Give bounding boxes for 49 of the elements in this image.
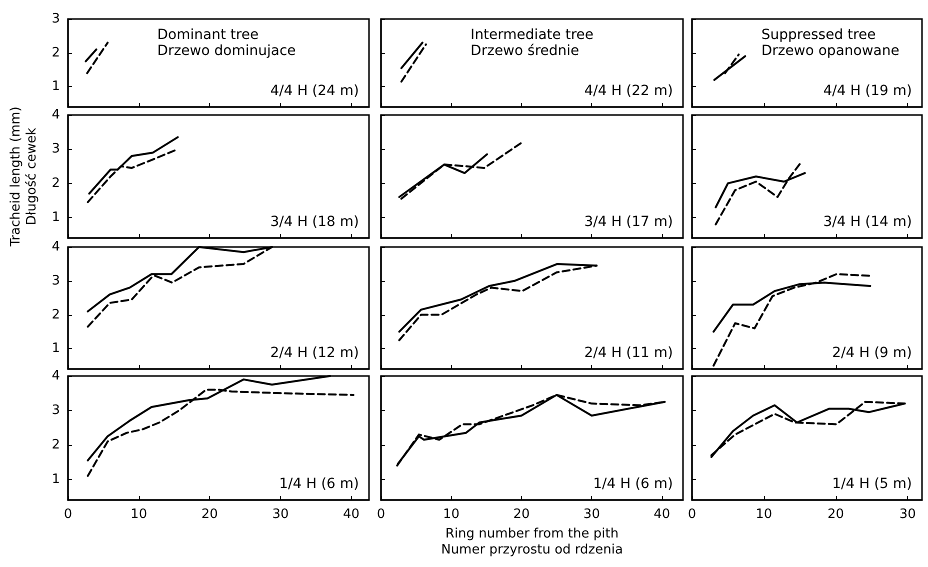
x-tick-label: 10 bbox=[756, 507, 772, 522]
x-tick-label: 0 bbox=[64, 507, 72, 522]
text: Drzewo opanowane bbox=[761, 43, 900, 59]
text: Suppressed tree bbox=[761, 27, 876, 43]
annotation: 1/4 H (6 m) bbox=[593, 476, 674, 492]
y-tick-label: 2 bbox=[52, 176, 60, 191]
y-tick-label: 4 bbox=[52, 240, 60, 254]
y-tick-label: 3 bbox=[52, 402, 60, 418]
x-tick-label: 10 bbox=[130, 507, 148, 522]
y-tick-label: 3 bbox=[52, 12, 60, 26]
x-tick-label: 30 bbox=[899, 507, 916, 522]
y-axis-title: Tracheid length (mm) Długość cewek bbox=[8, 106, 40, 248]
annotation: 4/4 H (22 m) bbox=[584, 83, 674, 99]
x-tick-label: 0 bbox=[688, 507, 696, 522]
y-tick-label: 1 bbox=[52, 341, 60, 356]
text: Dominant tree bbox=[157, 27, 259, 43]
y-tick-label: 1 bbox=[52, 210, 60, 225]
x-tick-label: 20 bbox=[827, 507, 844, 522]
annotation: 2/4 H (9 m) bbox=[832, 345, 912, 361]
annotation: 3/4 H (14 m) bbox=[823, 214, 912, 230]
y-tick-label: 1 bbox=[52, 79, 60, 94]
y-tick-label: 4 bbox=[52, 368, 60, 384]
x-tick-label: 30 bbox=[583, 507, 600, 522]
y-tick-label: 3 bbox=[52, 273, 60, 288]
annotation: 3/4 H (17 m) bbox=[584, 214, 674, 230]
annotation: 1/4 H (6 m) bbox=[279, 476, 360, 492]
x-axis-title: Ring number from the pith Numer przyrostu od rdzenia bbox=[441, 526, 623, 558]
text: Drzewo dominujace bbox=[157, 43, 296, 59]
annotation: 2/4 H (12 m) bbox=[270, 345, 360, 361]
text: Drzewo średnie bbox=[470, 43, 580, 59]
x-tick-label: 40 bbox=[654, 507, 670, 522]
x-tick-label: 20 bbox=[513, 507, 530, 522]
annotation: 4/4 H (24 m) bbox=[270, 83, 360, 99]
x-tick-label: 30 bbox=[272, 507, 289, 522]
y-tick-label: 2 bbox=[52, 307, 60, 322]
text: Intermediate tree bbox=[470, 27, 594, 43]
y-tick-label: 3 bbox=[52, 142, 60, 157]
annotation: 3/4 H (18 m) bbox=[270, 214, 360, 230]
y-tick-label: 2 bbox=[52, 437, 60, 452]
x-tick-label: 40 bbox=[343, 507, 360, 522]
x-tick-label: 10 bbox=[442, 507, 460, 522]
y-tick-label: 1 bbox=[52, 472, 60, 487]
x-tick-label: 0 bbox=[376, 507, 386, 522]
annotation: 2/4 H (11 m) bbox=[584, 345, 674, 361]
annotation: 4/4 H (19 m) bbox=[823, 83, 912, 99]
x-tick-label: 20 bbox=[201, 507, 218, 522]
y-tick-label: 2 bbox=[52, 45, 60, 60]
y-tick-label: 4 bbox=[52, 108, 60, 122]
annotation: 1/4 H (5 m) bbox=[832, 476, 912, 492]
